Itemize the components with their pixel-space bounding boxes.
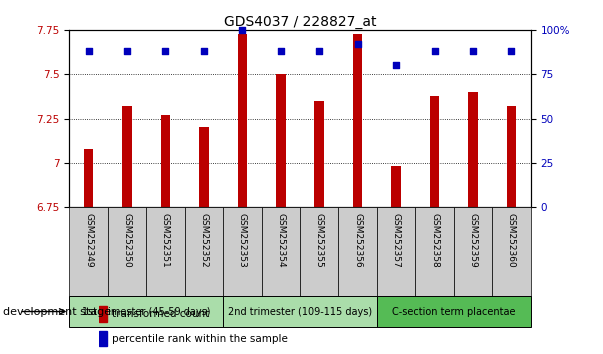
Text: GSM252355: GSM252355 — [315, 213, 324, 268]
Bar — [223, 207, 262, 296]
Bar — [160, 115, 170, 207]
Point — [122, 48, 132, 54]
Bar — [276, 74, 286, 207]
Point — [430, 48, 440, 54]
Text: GSM252356: GSM252356 — [353, 213, 362, 268]
Point — [276, 48, 286, 54]
Bar — [238, 34, 247, 207]
Text: development stage: development stage — [3, 307, 111, 316]
Point — [468, 48, 478, 54]
Text: GSM252350: GSM252350 — [122, 213, 131, 268]
Bar — [430, 96, 440, 207]
Text: C-section term placentae: C-section term placentae — [392, 307, 516, 316]
Text: percentile rank within the sample: percentile rank within the sample — [112, 333, 288, 344]
Bar — [415, 207, 453, 296]
Text: GSM252349: GSM252349 — [84, 213, 93, 268]
Bar — [69, 207, 108, 296]
Bar — [185, 207, 223, 296]
Bar — [122, 106, 132, 207]
Text: GSM252358: GSM252358 — [430, 213, 439, 268]
Text: GSM252354: GSM252354 — [276, 213, 285, 268]
Bar — [199, 127, 209, 207]
Bar — [314, 101, 324, 207]
Text: GSM252360: GSM252360 — [507, 213, 516, 268]
Text: GSM252352: GSM252352 — [200, 213, 209, 268]
Text: 1st trimester (45-59 days): 1st trimester (45-59 days) — [82, 307, 210, 316]
Bar — [468, 92, 478, 207]
Bar — [492, 207, 531, 296]
Bar — [99, 331, 107, 347]
Bar — [377, 207, 415, 296]
Bar — [84, 149, 93, 207]
Point — [507, 48, 516, 54]
Bar — [377, 296, 531, 327]
Bar — [69, 296, 223, 327]
Text: 2nd trimester (109-115 days): 2nd trimester (109-115 days) — [228, 307, 372, 316]
Bar — [146, 207, 185, 296]
Bar — [353, 34, 362, 207]
Point — [314, 48, 324, 54]
Point — [84, 48, 93, 54]
Bar — [99, 306, 107, 322]
Bar — [391, 166, 401, 207]
Title: GDS4037 / 228827_at: GDS4037 / 228827_at — [224, 15, 376, 29]
Bar — [108, 207, 146, 296]
Bar — [507, 106, 516, 207]
Text: GSM252359: GSM252359 — [469, 213, 478, 268]
Bar — [300, 207, 338, 296]
Point — [160, 48, 170, 54]
Bar — [338, 207, 377, 296]
Point — [199, 48, 209, 54]
Bar — [454, 207, 492, 296]
Point — [238, 27, 247, 33]
Point — [391, 63, 401, 68]
Text: transformed count: transformed count — [112, 309, 210, 319]
Bar — [223, 296, 377, 327]
Text: GSM252351: GSM252351 — [161, 213, 170, 268]
Bar — [262, 207, 300, 296]
Text: GSM252353: GSM252353 — [238, 213, 247, 268]
Point — [353, 41, 362, 47]
Text: GSM252357: GSM252357 — [391, 213, 400, 268]
